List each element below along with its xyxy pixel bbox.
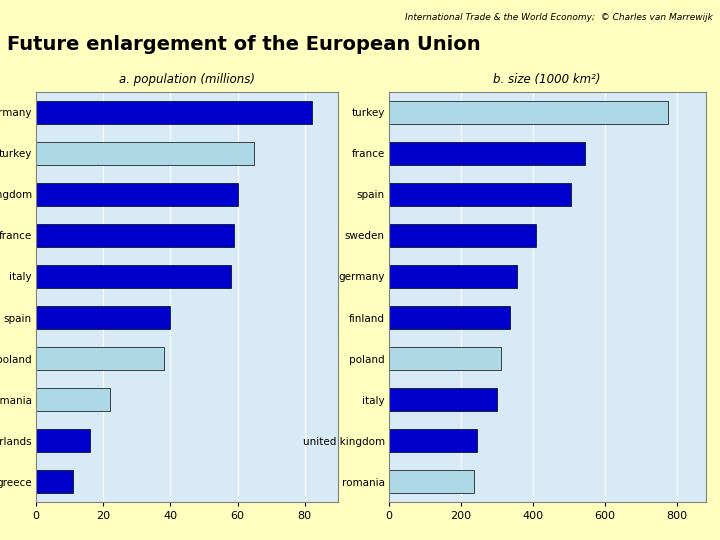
Bar: [36, 101, 312, 124]
Bar: [389, 183, 571, 206]
Bar: [389, 306, 510, 329]
Bar: [389, 224, 536, 247]
Text: International Trade & the World Economy;  © Charles van Marrewijk: International Trade & the World Economy;…: [405, 14, 713, 23]
Bar: [389, 347, 501, 370]
Title: a. population (millions): a. population (millions): [120, 73, 255, 86]
Bar: [36, 224, 234, 247]
Bar: [36, 142, 254, 165]
Text: Future enlargement of the European Union: Future enlargement of the European Union: [7, 35, 481, 54]
Title: b. size (1000 km²): b. size (1000 km²): [493, 73, 601, 86]
Bar: [36, 347, 163, 370]
Bar: [389, 470, 474, 493]
Bar: [36, 306, 171, 329]
Bar: [389, 388, 498, 411]
Bar: [389, 101, 668, 124]
Bar: [389, 142, 585, 165]
Bar: [36, 183, 238, 206]
Bar: [389, 429, 477, 452]
Bar: [36, 429, 90, 452]
Bar: [389, 265, 517, 288]
Bar: [36, 470, 73, 493]
Bar: [36, 265, 231, 288]
Bar: [36, 388, 110, 411]
